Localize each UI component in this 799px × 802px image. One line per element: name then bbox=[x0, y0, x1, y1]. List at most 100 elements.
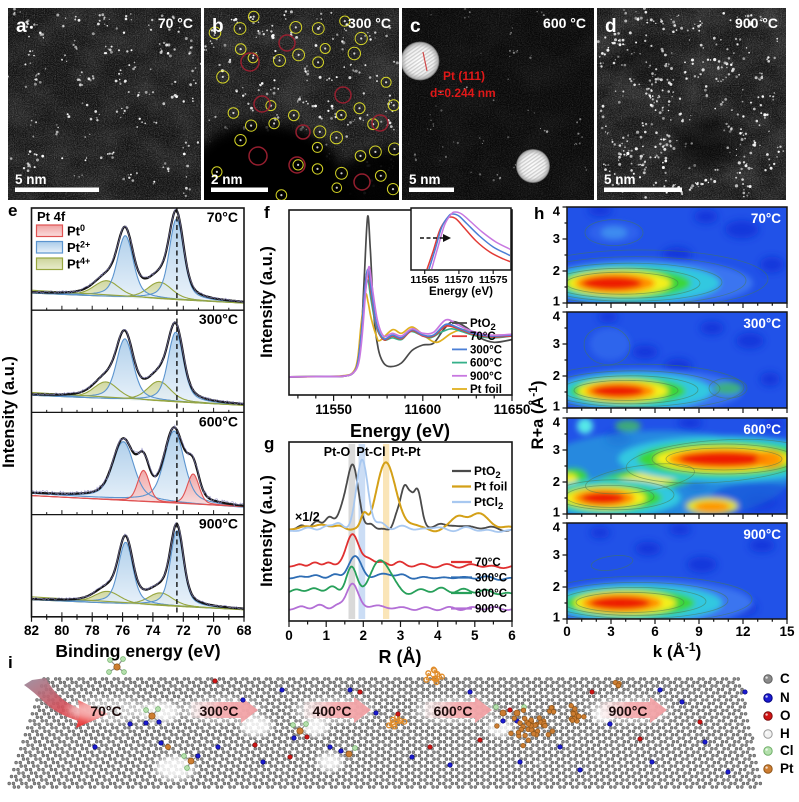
svg-text:Binding energy (eV): Binding energy (eV) bbox=[55, 641, 220, 661]
svg-text:4: 4 bbox=[553, 204, 561, 219]
svg-text:300°C: 300°C bbox=[199, 703, 238, 719]
svg-text:70°C: 70°C bbox=[751, 211, 781, 226]
svg-text:15: 15 bbox=[779, 624, 795, 639]
svg-text:9: 9 bbox=[695, 624, 703, 639]
svg-text:Pt-Pt: Pt-Pt bbox=[391, 445, 421, 459]
svg-text:Cl: Cl bbox=[780, 743, 794, 758]
svg-text:11600: 11600 bbox=[404, 402, 441, 417]
svg-text:1: 1 bbox=[553, 505, 560, 520]
svg-text:3: 3 bbox=[553, 442, 560, 457]
svg-text:6: 6 bbox=[508, 628, 516, 643]
svg-text:PtCl2: PtCl2 bbox=[474, 495, 503, 512]
svg-text:R+a (Å-1): R+a (Å-1) bbox=[526, 381, 547, 450]
svg-text:600°C: 600°C bbox=[743, 422, 781, 437]
svg-text:Pt foil: Pt foil bbox=[474, 480, 507, 494]
svg-text:d=0.244 nm: d=0.244 nm bbox=[430, 86, 496, 100]
svg-text:Intensity (a.u.): Intensity (a.u.) bbox=[258, 246, 276, 358]
svg-text:11575: 11575 bbox=[479, 274, 508, 286]
svg-text:900°C: 900°C bbox=[199, 516, 238, 532]
svg-text:O: O bbox=[780, 708, 791, 723]
svg-text:6: 6 bbox=[651, 624, 659, 639]
svg-text:4: 4 bbox=[553, 520, 561, 535]
svg-text:1: 1 bbox=[553, 610, 560, 625]
svg-text:1: 1 bbox=[553, 294, 560, 309]
svg-text:11565: 11565 bbox=[410, 274, 439, 286]
svg-text:72: 72 bbox=[176, 623, 191, 638]
svg-text:1: 1 bbox=[553, 399, 560, 414]
svg-text:600°C: 600°C bbox=[199, 413, 238, 429]
svg-text:5 nm: 5 nm bbox=[604, 172, 636, 187]
svg-text:5: 5 bbox=[471, 628, 479, 643]
svg-text:Pt-O: Pt-O bbox=[324, 445, 351, 459]
svg-text:c: c bbox=[410, 16, 421, 37]
svg-text:70°C: 70°C bbox=[475, 557, 501, 569]
svg-text:11570: 11570 bbox=[445, 274, 474, 286]
svg-text:900 °C: 900 °C bbox=[735, 15, 778, 31]
svg-text:N: N bbox=[780, 690, 790, 705]
svg-text:12: 12 bbox=[735, 624, 750, 639]
svg-text:Pt (111): Pt (111) bbox=[443, 69, 485, 83]
svg-text:PtO2: PtO2 bbox=[474, 464, 501, 481]
svg-text:70°C: 70°C bbox=[207, 209, 238, 225]
svg-text:300°C: 300°C bbox=[199, 311, 238, 327]
svg-text:2 nm: 2 nm bbox=[211, 172, 243, 187]
svg-text:70°C: 70°C bbox=[470, 331, 496, 343]
svg-text:g: g bbox=[264, 434, 274, 453]
svg-text:900°C: 900°C bbox=[608, 703, 647, 719]
svg-text:Pt: Pt bbox=[780, 761, 794, 776]
svg-text:5 nm: 5 nm bbox=[409, 172, 441, 187]
svg-text:600°C: 600°C bbox=[470, 358, 502, 370]
svg-text:80: 80 bbox=[54, 623, 69, 638]
svg-text:0: 0 bbox=[563, 624, 571, 639]
svg-text:f: f bbox=[264, 203, 270, 222]
svg-text:900°C: 900°C bbox=[475, 604, 507, 616]
svg-text:h: h bbox=[534, 204, 544, 223]
svg-text:82: 82 bbox=[24, 623, 39, 638]
svg-text:Energy (eV): Energy (eV) bbox=[429, 286, 493, 298]
svg-text:3: 3 bbox=[553, 336, 560, 351]
svg-text:3: 3 bbox=[553, 547, 560, 562]
svg-text:600°C: 600°C bbox=[475, 588, 507, 600]
svg-text:74: 74 bbox=[145, 623, 161, 638]
svg-text:2: 2 bbox=[553, 263, 560, 278]
svg-text:Energy (eV): Energy (eV) bbox=[350, 421, 450, 441]
svg-text:3: 3 bbox=[397, 628, 405, 643]
svg-text:b: b bbox=[212, 16, 224, 37]
svg-text:2: 2 bbox=[553, 474, 560, 489]
svg-text:300 °C: 300 °C bbox=[348, 15, 391, 31]
svg-text:0: 0 bbox=[285, 628, 293, 643]
svg-text:11650: 11650 bbox=[494, 402, 531, 417]
svg-text:d: d bbox=[605, 16, 617, 37]
svg-text:PtO2: PtO2 bbox=[470, 318, 496, 333]
svg-text:4: 4 bbox=[553, 309, 561, 324]
svg-text:5 nm: 5 nm bbox=[15, 172, 47, 187]
svg-text:76: 76 bbox=[115, 623, 131, 638]
svg-text:2: 2 bbox=[553, 579, 560, 594]
svg-text:600 °C: 600 °C bbox=[543, 15, 586, 31]
svg-text:×1/2: ×1/2 bbox=[295, 510, 320, 524]
svg-text:300°C: 300°C bbox=[743, 316, 781, 331]
svg-text:1: 1 bbox=[322, 628, 330, 643]
svg-text:4: 4 bbox=[434, 628, 442, 643]
svg-text:Pt-Cl: Pt-Cl bbox=[356, 445, 385, 459]
svg-text:300°C: 300°C bbox=[475, 573, 507, 585]
svg-text:400°C: 400°C bbox=[312, 703, 351, 719]
svg-text:600°C: 600°C bbox=[433, 703, 472, 719]
svg-text:a: a bbox=[16, 16, 27, 37]
svg-text:i: i bbox=[8, 653, 13, 672]
svg-text:3: 3 bbox=[607, 624, 615, 639]
svg-text:900°C: 900°C bbox=[743, 527, 781, 542]
svg-text:Pt 4f: Pt 4f bbox=[37, 209, 66, 224]
svg-text:900°C: 900°C bbox=[470, 371, 502, 383]
svg-text:2: 2 bbox=[360, 628, 368, 643]
svg-text:68: 68 bbox=[236, 623, 252, 638]
svg-text:2: 2 bbox=[553, 368, 560, 383]
svg-text:Intensity (a.u.): Intensity (a.u.) bbox=[258, 475, 276, 587]
svg-text:70 °C: 70 °C bbox=[158, 15, 193, 31]
svg-text:70: 70 bbox=[206, 623, 221, 638]
svg-text:4: 4 bbox=[553, 415, 561, 430]
svg-text:Intensity (a.u.): Intensity (a.u.) bbox=[0, 356, 18, 468]
svg-text:3: 3 bbox=[553, 231, 560, 246]
svg-text:70°C: 70°C bbox=[90, 703, 121, 719]
svg-text:Pt foil: Pt foil bbox=[470, 384, 502, 396]
